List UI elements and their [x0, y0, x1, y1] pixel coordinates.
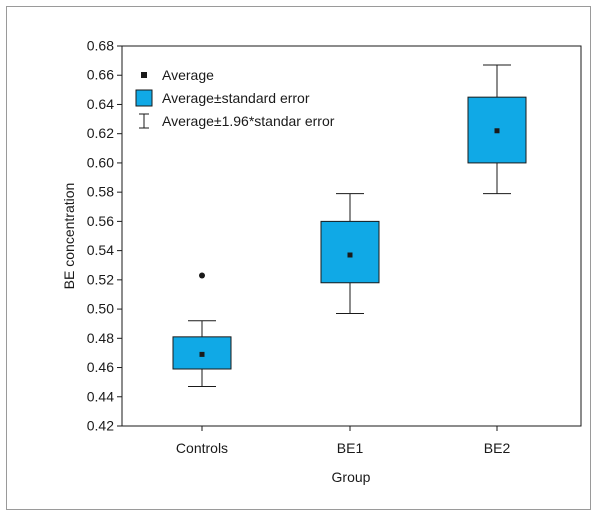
legend-se-box-symbol	[135, 89, 153, 107]
x-axis-title: Group	[332, 469, 371, 485]
y-tick-label: 0.60	[87, 154, 114, 170]
x-tick-label: BE1	[337, 440, 364, 456]
y-tick-label: 0.50	[87, 301, 114, 317]
x-tick-label: BE2	[484, 440, 511, 456]
y-tick-label: 0.54	[87, 242, 114, 258]
y-tick-label: 0.66	[87, 67, 114, 83]
average-marker	[347, 252, 353, 258]
y-tick-label: 0.42	[87, 418, 114, 434]
x-tick-label: Controls	[176, 440, 228, 456]
y-tick-label: 0.58	[87, 184, 114, 200]
legend-average-symbol	[141, 72, 147, 78]
y-tick-label: 0.52	[87, 271, 114, 287]
y-tick-label: 0.48	[87, 330, 114, 346]
y-tick-label: 0.56	[87, 213, 114, 229]
y-tick-label: 0.68	[87, 38, 114, 54]
average-marker	[199, 351, 205, 357]
plot-area-frame	[121, 45, 582, 427]
legend-label: Average±1.96*standar error	[162, 113, 335, 129]
y-axis-title: BE concentration	[61, 183, 77, 290]
y-tick-label: 0.62	[87, 125, 114, 141]
average-marker	[494, 128, 500, 134]
y-tick-label: 0.44	[87, 388, 114, 404]
y-tick-label: 0.64	[87, 96, 114, 112]
outlier-point	[199, 272, 205, 279]
y-tick-label: 0.46	[87, 359, 114, 375]
legend-label: Average±standard error	[162, 90, 310, 106]
standard-error-box	[320, 220, 380, 284]
legend-label: Average	[162, 67, 214, 83]
